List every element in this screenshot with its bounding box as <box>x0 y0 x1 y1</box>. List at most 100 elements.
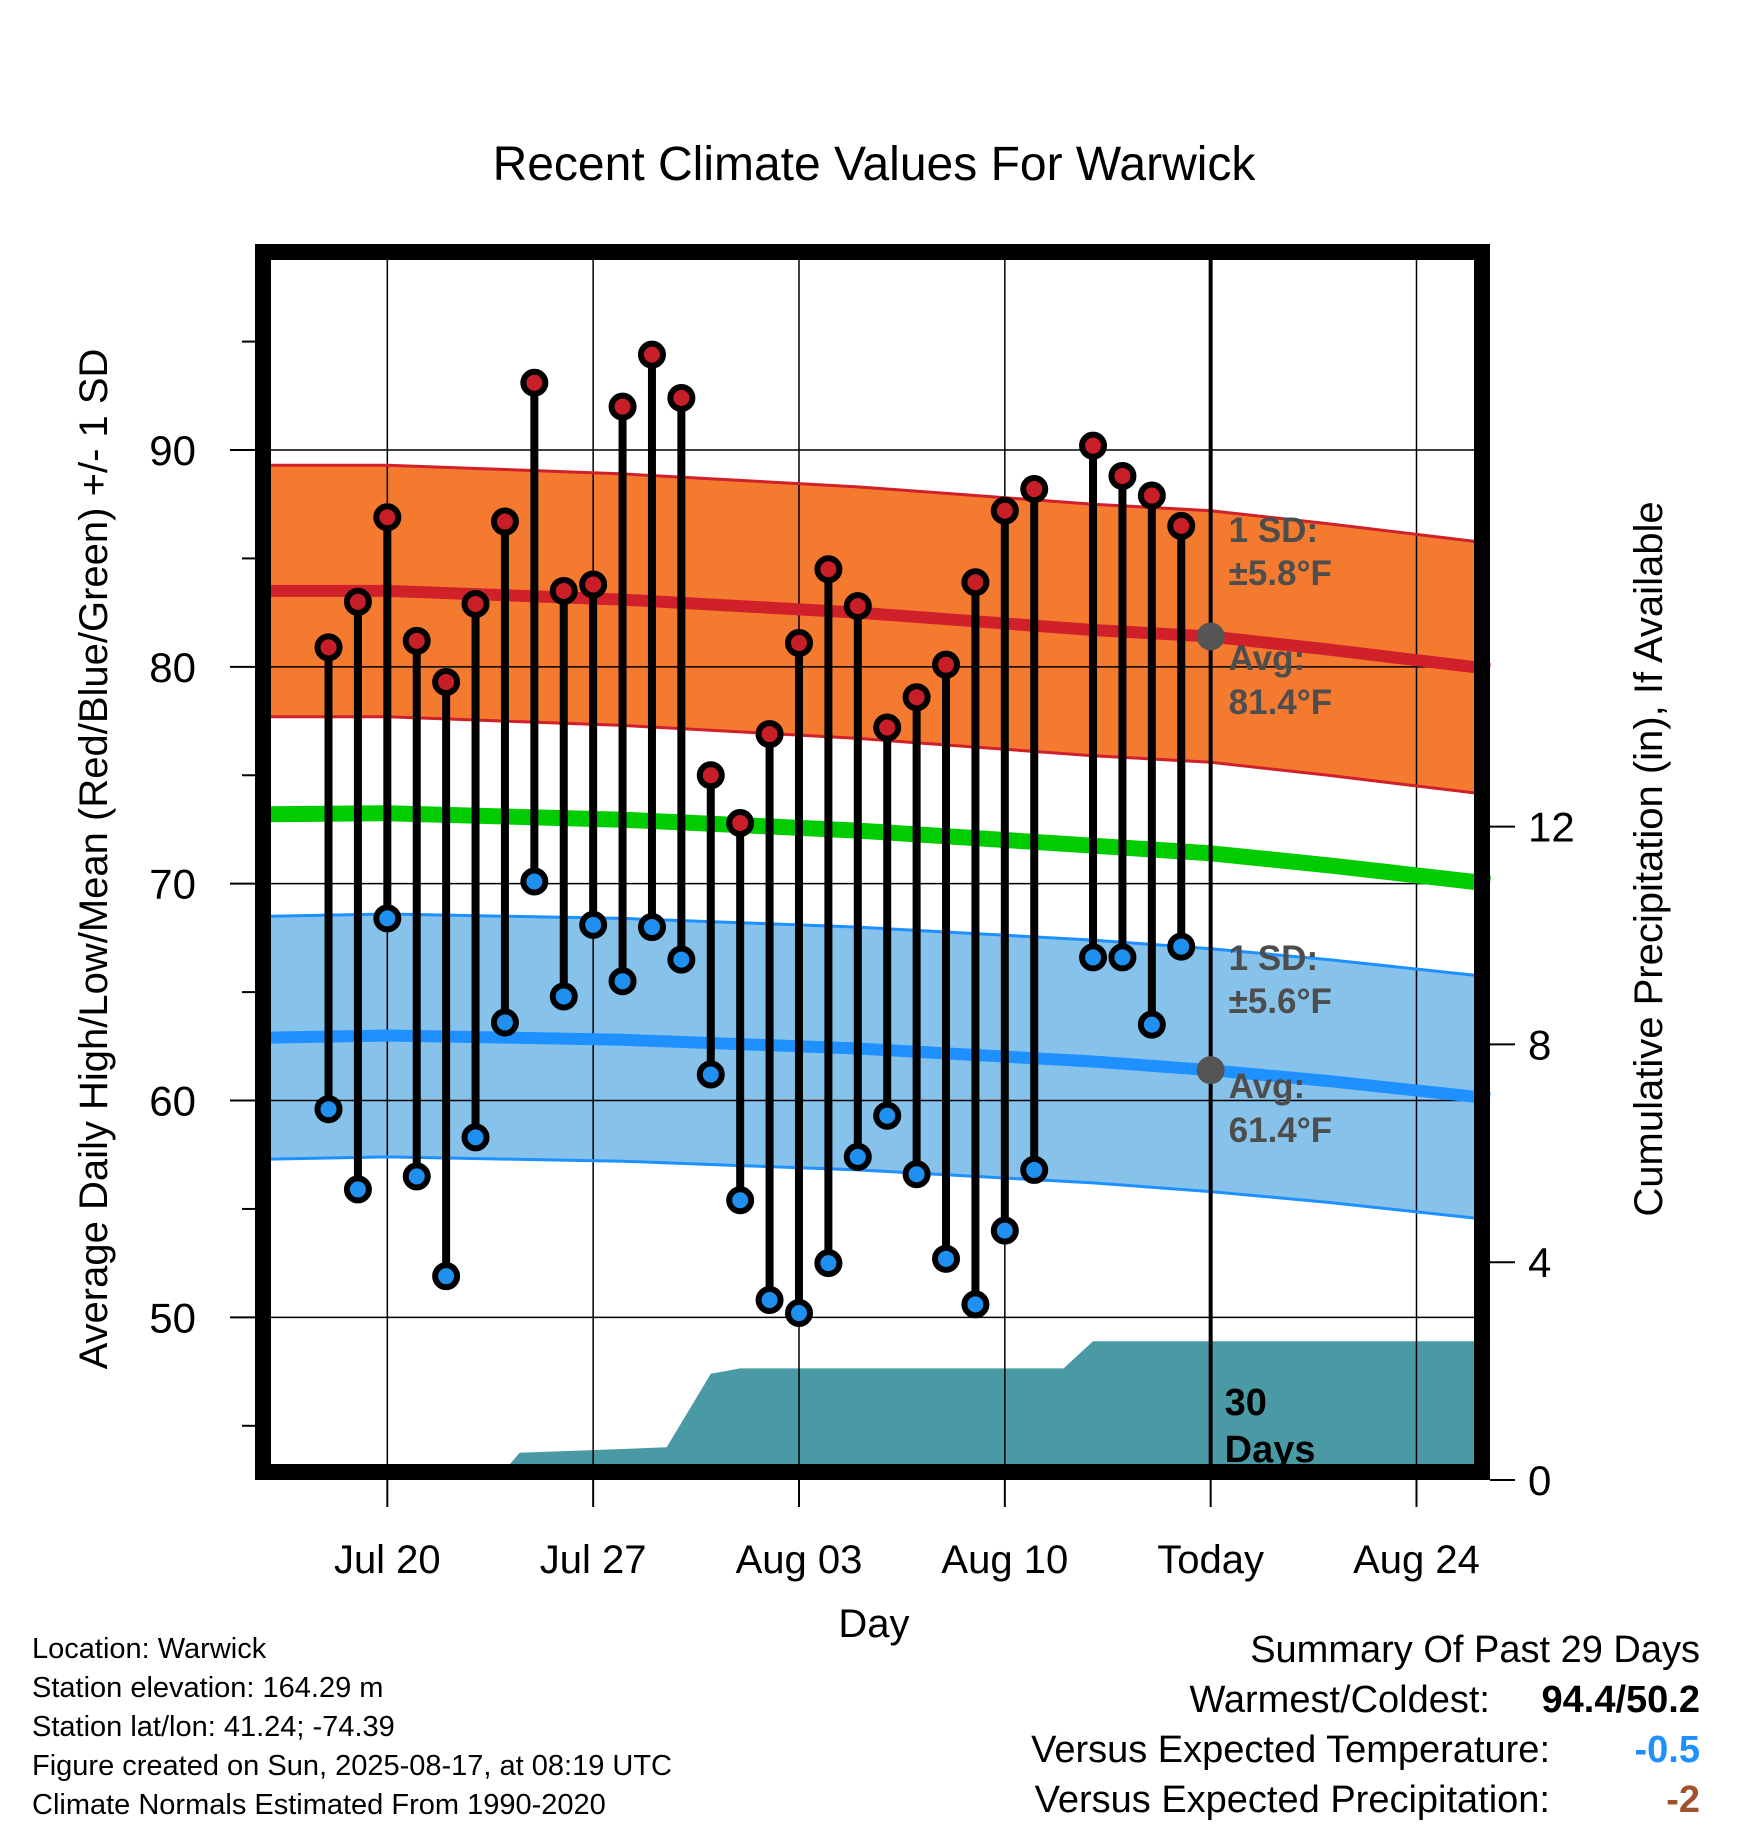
daily-low-point <box>373 904 402 933</box>
daily-low-point <box>608 967 637 996</box>
y-tick-label: 90 <box>149 427 196 474</box>
y-right-tick-label: 12 <box>1528 804 1575 851</box>
y-right-tick-label: 8 <box>1528 1021 1551 1068</box>
daily-low-point <box>1020 1155 1049 1184</box>
y-right-tick-label: 4 <box>1528 1239 1551 1286</box>
x-tick-label: Today <box>1157 1538 1264 1582</box>
normals-text: Climate Normals Estimated From 1990-2020 <box>32 1789 606 1821</box>
today-high-avg-dot <box>1196 622 1225 651</box>
daily-low-point <box>637 913 666 942</box>
daily-low-point <box>402 1162 431 1191</box>
high-avg-label: Avg: <box>1229 639 1305 678</box>
daily-high-point <box>755 720 784 749</box>
summary-title: Summary Of Past 29 Days <box>1250 1629 1700 1671</box>
daily-low-point <box>549 982 578 1011</box>
high-sd-upper-edge <box>269 463 1491 545</box>
high-avg-value: 81.4°F <box>1229 683 1333 722</box>
y-axis-label-right: Cumulative Precipitation (in), If Availa… <box>1627 501 1671 1216</box>
daily-high-point <box>314 633 343 662</box>
y-right-tick-label: 0 <box>1528 1457 1551 1504</box>
daily-high-point <box>932 650 961 679</box>
location-text: Location: Warwick <box>32 1633 267 1665</box>
daily-high-point <box>961 568 990 597</box>
precipitation-area <box>255 1341 1490 1480</box>
daily-low-point <box>961 1290 990 1319</box>
daily-high-point <box>461 589 490 618</box>
summary-warm-cold: Warmest/Coldest: 94.4/50.2 <box>1031 1675 1700 1725</box>
plot-area: 1 SD: ±5.8°F Avg: 81.4°F 1 SD: ±5.6°F Avg: 61.4… <box>149 244 1575 1582</box>
y-axis-label-left: Average Daily High/Low/Mean (Red/Blue/Gr… <box>72 349 116 1370</box>
warm-cold-label: Warmest/Coldest: <box>1189 1679 1490 1721</box>
daily-low-point <box>432 1262 461 1291</box>
chart-title: Recent Climate Values For Warwick <box>493 138 1257 191</box>
daily-high-point <box>608 392 637 421</box>
daily-high-point <box>1108 462 1137 491</box>
precip-label: Versus Expected Precipitation: <box>1034 1779 1550 1821</box>
daily-low-point <box>784 1299 813 1328</box>
daily-low-point <box>579 910 608 939</box>
daily-low-point <box>696 1060 725 1089</box>
daily-high-point <box>667 383 696 412</box>
daily-high-point <box>637 340 666 369</box>
x-tick-label: Aug 24 <box>1353 1538 1480 1582</box>
today-low-avg-dot <box>1196 1056 1225 1085</box>
precip-days-label-1: 30 <box>1225 1382 1267 1424</box>
temp-label: Versus Expected Temperature: <box>1031 1729 1550 1771</box>
daily-high-point <box>696 761 725 790</box>
daily-low-point <box>990 1216 1019 1245</box>
daily-low-point <box>1108 943 1137 972</box>
daily-low-point <box>1079 943 1108 972</box>
summary-precip: Versus Expected Precipitation: -2 <box>1031 1775 1700 1825</box>
daily-low-point <box>873 1101 902 1130</box>
daily-low-point <box>1137 1010 1166 1039</box>
daily-high-point <box>784 628 813 657</box>
precip-value: -2 <box>1666 1779 1700 1821</box>
daily-high-point <box>814 555 843 584</box>
daily-low-point <box>902 1160 931 1189</box>
daily-low-point <box>1167 932 1196 961</box>
low-sd-value: ±5.6°F <box>1229 982 1332 1021</box>
daily-low-point <box>520 867 549 896</box>
daily-low-point <box>490 1008 519 1037</box>
daily-low-point <box>814 1249 843 1278</box>
temp-value: -0.5 <box>1634 1729 1700 1771</box>
x-tick-label: Jul 27 <box>540 1538 647 1582</box>
daily-low-point <box>843 1142 872 1171</box>
daily-high-point <box>902 683 931 712</box>
daily-low-point <box>461 1123 490 1152</box>
low-avg-label: Avg: <box>1229 1067 1305 1106</box>
daily-low-point <box>726 1186 755 1215</box>
y-tick-label: 50 <box>149 1294 196 1341</box>
daily-high-point <box>873 713 902 742</box>
summary-panel: Summary Of Past 29 Days Warmest/Coldest:… <box>1031 1625 1700 1825</box>
y-tick-label: 80 <box>149 644 196 691</box>
elevation-text: Station elevation: 164.29 m <box>32 1672 384 1704</box>
daily-high-point <box>1079 431 1108 460</box>
daily-low-point <box>667 945 696 974</box>
high-sd-label: 1 SD: <box>1229 511 1318 550</box>
high-sd-value: ±5.8°F <box>1229 554 1332 593</box>
x-tick-label: Jul 20 <box>334 1538 441 1582</box>
daily-high-point <box>549 576 578 605</box>
daily-high-point <box>1167 511 1196 540</box>
daily-high-point <box>520 368 549 397</box>
warm-cold-value: 94.4/50.2 <box>1541 1679 1700 1721</box>
low-avg-value: 61.4°F <box>1229 1111 1333 1150</box>
y-tick-label: 70 <box>149 861 196 908</box>
summary-temp: Versus Expected Temperature: -0.5 <box>1031 1725 1700 1775</box>
x-axis-label: Day <box>838 1602 909 1646</box>
daily-low-point <box>932 1244 961 1273</box>
daily-high-point <box>402 626 431 655</box>
daily-high-point <box>1020 475 1049 504</box>
x-tick-label: Aug 03 <box>736 1538 863 1582</box>
plot-frame <box>255 244 1490 1480</box>
daily-high-point <box>432 668 461 697</box>
daily-high-point <box>490 507 519 536</box>
y-tick-label: 60 <box>149 1078 196 1125</box>
x-tick-label: Aug 10 <box>941 1538 1068 1582</box>
daily-high-point <box>843 592 872 621</box>
daily-low-point <box>314 1095 343 1124</box>
daily-high-point <box>1137 481 1166 510</box>
daily-low-point <box>755 1286 784 1315</box>
station-info: Location: Warwick Station elevation: 164… <box>32 1630 672 1825</box>
